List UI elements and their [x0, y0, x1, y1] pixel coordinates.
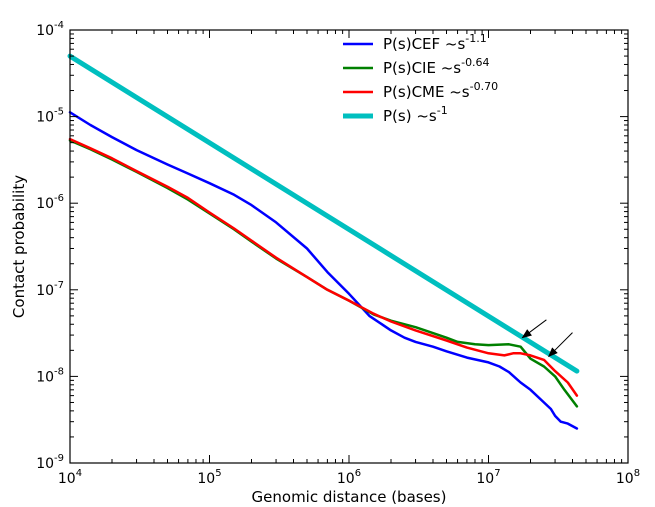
legend: P(s)CEF ~s-1.1 P(s)CIE ~s-0.64 P(s)CME ~s-…	[343, 32, 498, 125]
legend-label: P(s)CEF ~s-1.1	[383, 32, 487, 53]
annotation-layer	[521, 319, 573, 358]
x-tick-label: 106	[337, 468, 361, 487]
series-line-1	[68, 111, 579, 430]
x-tick-label: 108	[616, 468, 640, 487]
y-tick-label: 10-7	[36, 280, 64, 299]
x-tick-label: 105	[197, 468, 221, 487]
y-tick-label: 10-9	[36, 453, 64, 472]
x-tick-label: 104	[58, 468, 82, 487]
legend-label: P(s)CME ~s-0.70	[383, 80, 498, 101]
y-tick-label: 10-4	[36, 20, 64, 39]
series-line-3	[68, 137, 579, 397]
y-tick-label: 10-8	[36, 366, 64, 385]
y-tick-label: 10-5	[36, 107, 64, 126]
x-axis-title: Genomic distance (bases)	[252, 488, 447, 506]
annotation-arrow-1	[521, 319, 547, 339]
series-layer	[67, 53, 580, 430]
legend-label: P(s) ~s-1	[383, 104, 448, 125]
x-tick-label: 107	[476, 468, 500, 487]
plot-frame	[69, 29, 629, 464]
y-axis-title: Contact probability	[10, 175, 28, 318]
y-tick-label: 10-6	[36, 193, 64, 212]
annotation-arrow-2	[547, 332, 573, 358]
tick-layer: 104 105 106 107 108 10-9 10-8 10-7 10-6 10-5 10-4	[36, 20, 640, 487]
series-line-4	[67, 53, 580, 374]
legend-label: P(s)CIE ~s-0.64	[383, 56, 490, 77]
